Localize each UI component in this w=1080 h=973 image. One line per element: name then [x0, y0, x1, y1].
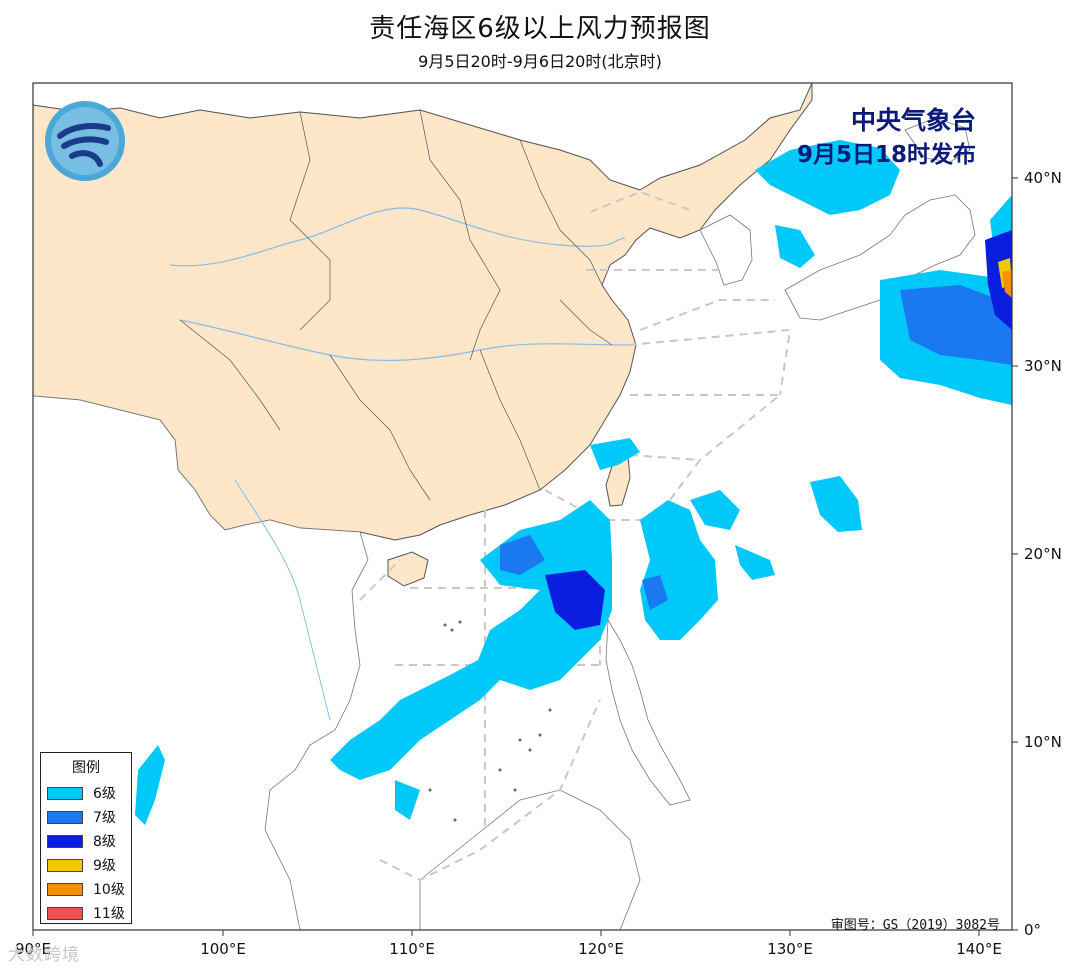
legend-label: 8级 [93, 834, 116, 850]
hainan-island [387, 551, 429, 587]
legend: 图例 6级 7级 8级 9级 10级 11级 [40, 752, 132, 924]
legend-label: 10级 [93, 882, 125, 898]
publisher-issued: 9月5日18时发布 [796, 142, 976, 168]
legend-swatch [47, 786, 83, 800]
legend-label: 9级 [93, 858, 116, 874]
legend-title: 图例 [72, 760, 100, 776]
legend-swatch [47, 906, 83, 920]
wind-area-level-7 [500, 285, 1012, 610]
review-number: 审图号：GS（2019）3082号 [830, 918, 1000, 933]
lat-label-40: 40°N [1024, 169, 1062, 187]
lon-label-90: 90°E [15, 940, 51, 958]
legend-label: 7级 [93, 810, 116, 826]
lat-ticks [1012, 177, 1018, 931]
lon-ticks [32, 930, 980, 936]
yangtze-river [179, 319, 629, 362]
japan-land [784, 194, 976, 321]
lon-label-110: 110°E [389, 940, 435, 958]
lat-label-30: 30°N [1024, 357, 1062, 375]
lon-labels: 90°E 100°E 110°E 120°E 130°E 140°E [15, 940, 1002, 958]
map-subtitle: 9月5日20时-9月6日20时(北京时) [418, 52, 662, 71]
legend-item-10: 10级 [41, 877, 131, 901]
borneo-land [419, 789, 641, 930]
legend-swatch [47, 834, 83, 848]
legend-item-7: 7级 [41, 805, 131, 829]
lat-labels: 0° 10°N 20°N 30°N 40°N [1024, 169, 1062, 939]
wind-area-level-10 [1002, 270, 1012, 298]
legend-item-11: 11级 [41, 901, 131, 925]
legend-swatch [47, 810, 83, 824]
mekong-river [234, 479, 331, 721]
publisher-org: 中央气象台 [850, 106, 976, 135]
lon-label-120: 120°E [578, 940, 624, 958]
cma-logo-icon [45, 101, 125, 181]
legend-swatch [47, 858, 83, 872]
legend-item-8: 8级 [41, 829, 131, 853]
legend-label: 6级 [93, 786, 116, 802]
reef-markers [428, 620, 552, 822]
legend-item-9: 9级 [41, 853, 131, 877]
legend-item-6: 6级 [41, 781, 131, 805]
lat-label-10: 10°N [1024, 733, 1062, 751]
legend-label: 11级 [93, 906, 125, 922]
lon-label-140: 140°E [956, 940, 1002, 958]
yellow-river [169, 207, 626, 267]
watermark: 大数跨境 [8, 945, 80, 965]
lon-label-100: 100°E [200, 940, 246, 958]
province-boundaries [179, 109, 613, 501]
wind-area-level-8 [545, 230, 1012, 630]
lon-label-130: 130°E [767, 940, 813, 958]
lat-label-20: 20°N [1024, 545, 1062, 563]
lat-label-0: 0° [1024, 921, 1041, 939]
publisher-block: 中央气象台 9月5日18时发布 [797, 104, 976, 172]
map-title: 责任海区6级以上风力预报图 [369, 14, 711, 44]
legend-swatch [47, 882, 83, 896]
korea-land [699, 214, 753, 286]
hokkaido-land [904, 117, 971, 163]
philippines-land [605, 618, 691, 806]
